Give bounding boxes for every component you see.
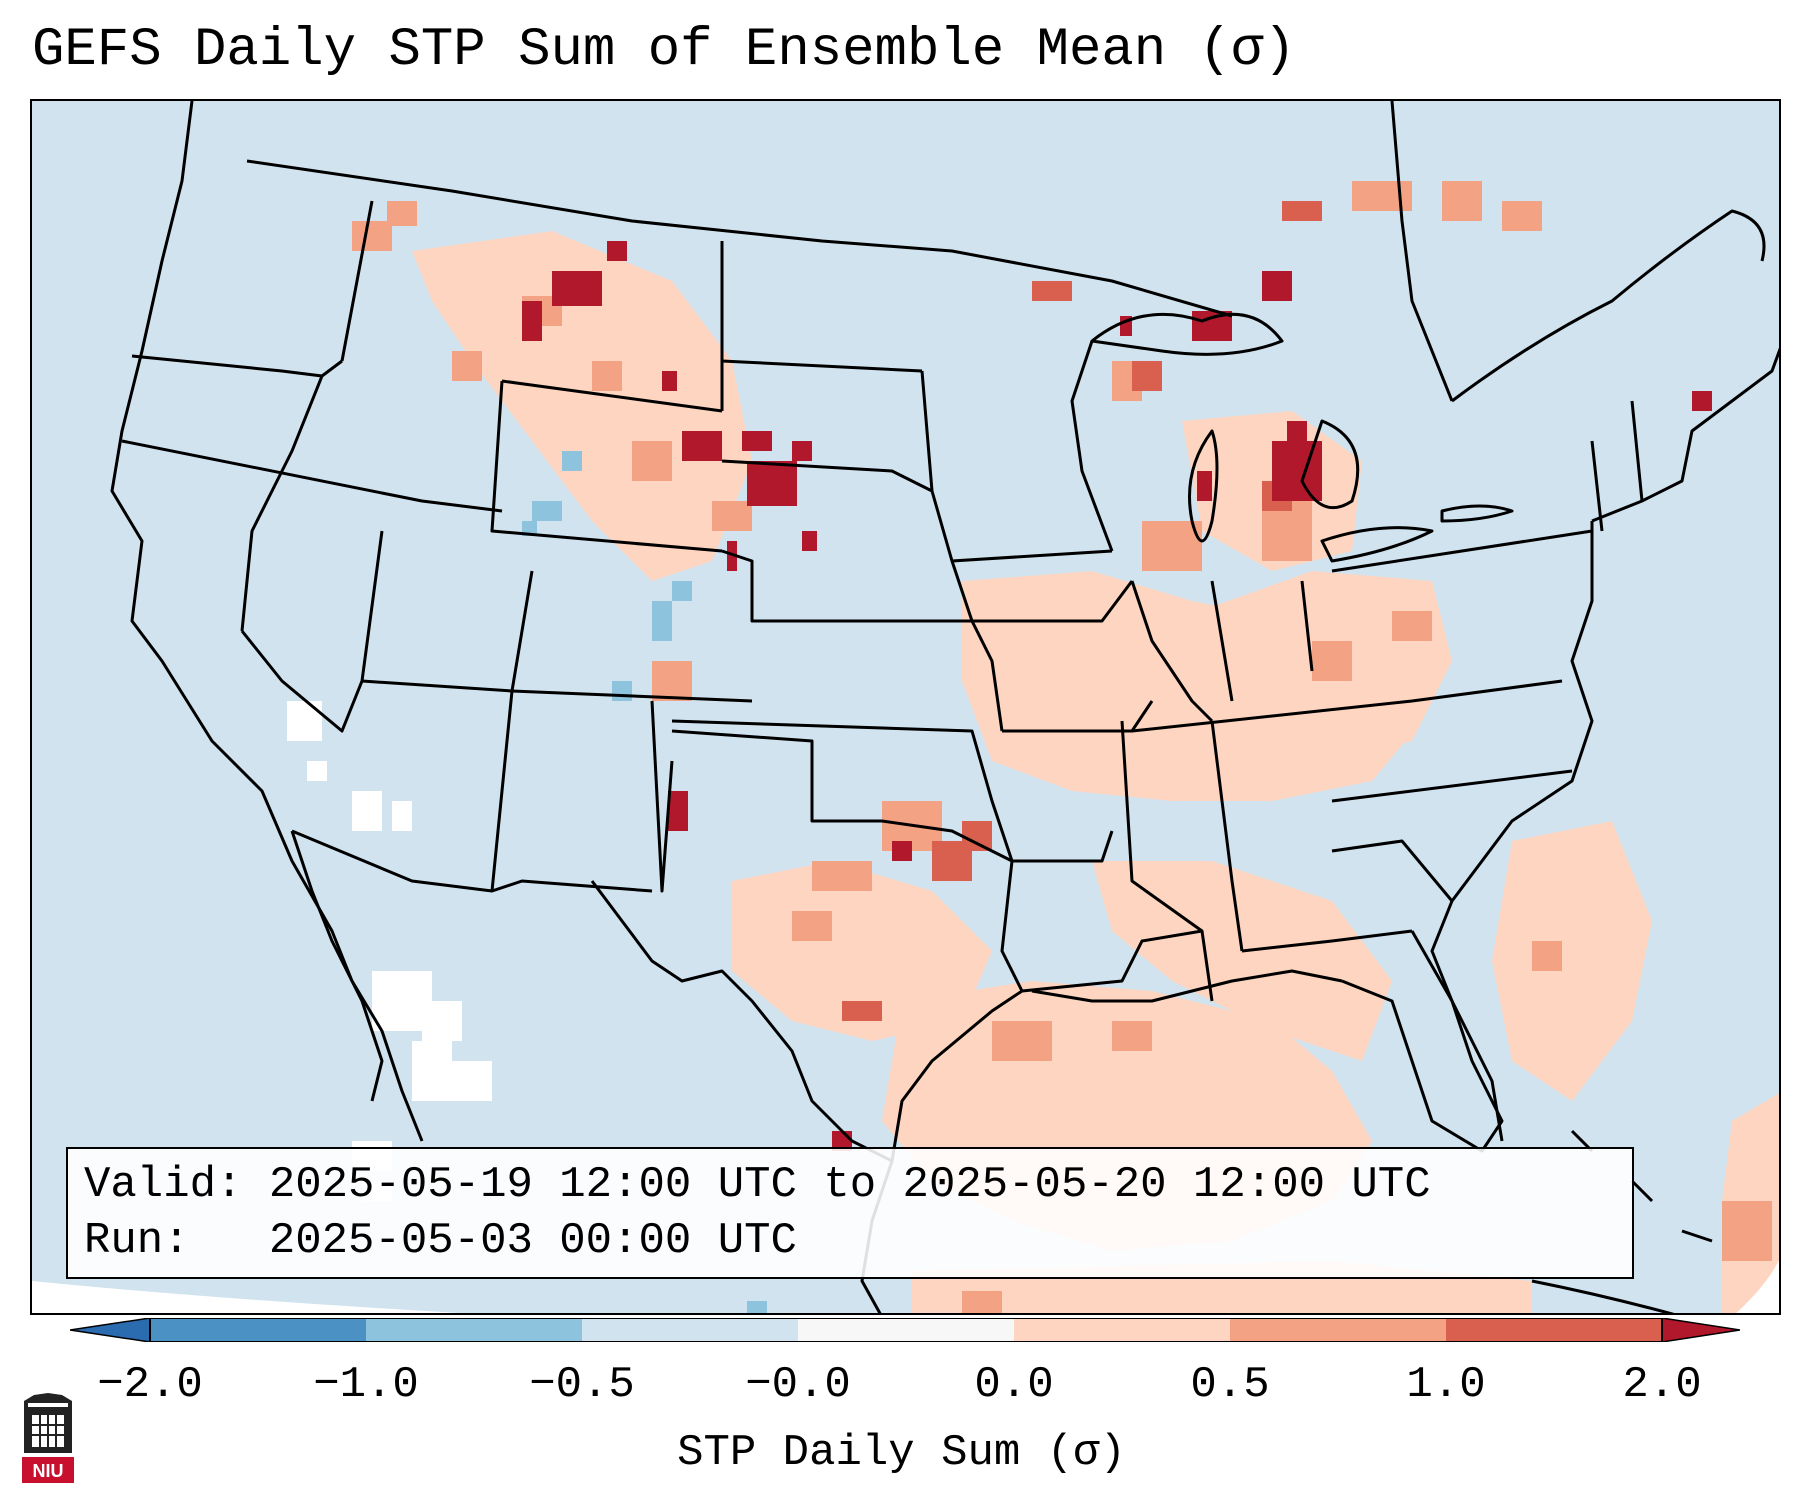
colorbar-bin-7 (1446, 1318, 1662, 1342)
state-mn-wi (1070, 340, 1114, 552)
state-ia-mo (950, 560, 1134, 623)
state-wy-co-ut (490, 380, 723, 553)
colorbar-bin-6 (1230, 1318, 1446, 1342)
state-pa-ny (1331, 529, 1593, 573)
moderate-cells (352, 181, 1772, 1313)
map-canvas (32, 101, 1779, 1313)
colorbar-bin-1 (150, 1318, 366, 1342)
run-time-text: Run: 2025-05-03 00:00 UTC (84, 1216, 797, 1266)
state-ga-fl (1241, 929, 1413, 953)
field-atlantic (1492, 821, 1652, 1101)
validity-info-box: Valid: 2025-05-19 12:00 UTC to 2025-05-2… (66, 1147, 1634, 1279)
coastline-cuba (1531, 1279, 1675, 1313)
field-southern-plains (732, 861, 992, 1041)
colorbar-tick-label: −1.0 (313, 1360, 419, 1410)
colorbar-bin-2 (366, 1318, 582, 1342)
state-la (1021, 929, 1203, 993)
colorbar-tick-label: −2.0 (97, 1360, 203, 1410)
coastline-gulf (1031, 969, 1343, 1003)
coastline-northeast (1591, 347, 1779, 523)
state-oh-pa (1300, 580, 1314, 672)
state-mt-wy (501, 379, 723, 413)
state-wa-or (131, 354, 343, 378)
lake-erie (1320, 526, 1434, 563)
state-id-wy (340, 200, 374, 362)
state-ar-la (1012, 830, 1114, 863)
state-sc-ga (1331, 839, 1454, 902)
state-nm-tx (650, 700, 674, 893)
lake-huron (1300, 419, 1360, 510)
colorbar-bin-4 (798, 1318, 1014, 1342)
state-ky-tn (1131, 679, 1563, 733)
colorbar-bin-5 (1014, 1318, 1230, 1342)
state-al-ga (1210, 720, 1244, 952)
border-ny-vt (1590, 440, 1604, 532)
negative-cells (522, 451, 767, 1313)
colorbar-tick-label: 1.0 (1406, 1360, 1486, 1410)
lake-michigan (1188, 429, 1219, 543)
coastline-quebec (1451, 209, 1766, 403)
valid-time-text: Valid: 2025-05-19 12:00 UTC to 2025-05-2… (84, 1160, 1431, 1210)
lake-superior (1090, 312, 1284, 356)
colorbar-tick-label: 0.5 (1190, 1360, 1270, 1410)
field-southeast (1092, 861, 1392, 1061)
state-mn-ia (920, 370, 1113, 563)
coastline-florida (1410, 930, 1504, 1142)
state-az-nm (490, 690, 653, 893)
colorbar-bin-3 (582, 1318, 798, 1342)
state-sd-ne (721, 459, 933, 493)
state-ok (671, 719, 1014, 862)
border-canada-us (246, 159, 1233, 318)
logo-text: NIU (33, 1461, 64, 1481)
border-canada-east (1390, 101, 1454, 402)
state-ut-az (360, 530, 513, 693)
coastline-east (1341, 521, 1594, 1153)
state-ms-al (1120, 720, 1214, 1002)
map-panel (30, 99, 1781, 1315)
colorbar-tick-label: 2.0 (1622, 1360, 1702, 1410)
niu-logo-icon: NIU (22, 1393, 74, 1483)
boundaries (110, 101, 1779, 1313)
colorbar-extend-low (70, 1318, 151, 1342)
state-az-mex (291, 829, 493, 893)
lake-ontario (1440, 504, 1514, 523)
state-nv-az (240, 630, 364, 733)
state-or-ca-nv (121, 439, 503, 513)
field-montana (412, 231, 752, 581)
colorbar-tick-label: −0.0 (745, 1360, 851, 1410)
state-il-in (1130, 580, 1214, 723)
colorbar (70, 1318, 1740, 1342)
map-title: GEFS Daily STP Sum of Ensemble Mean (σ) (32, 20, 1296, 81)
state-va-nc (1331, 769, 1573, 803)
colorbar-label: STP Daily Sum (σ) (677, 1428, 1126, 1478)
state-ne-ks (721, 549, 972, 623)
state-ks-mo (970, 620, 1004, 732)
state-in-oh (1210, 580, 1234, 702)
coastline-baja (290, 830, 384, 1102)
state-nd-sd (721, 359, 923, 373)
colorbar-tick-label: 0.0 (974, 1360, 1054, 1410)
anomaly-fields (32, 181, 1779, 1313)
border-me (1630, 400, 1644, 502)
state-id-mt (240, 375, 324, 632)
colorbar-tick-label: −0.5 (529, 1360, 635, 1410)
colorbar-extend-high (1661, 1318, 1740, 1342)
state-tx (590, 729, 1024, 1163)
